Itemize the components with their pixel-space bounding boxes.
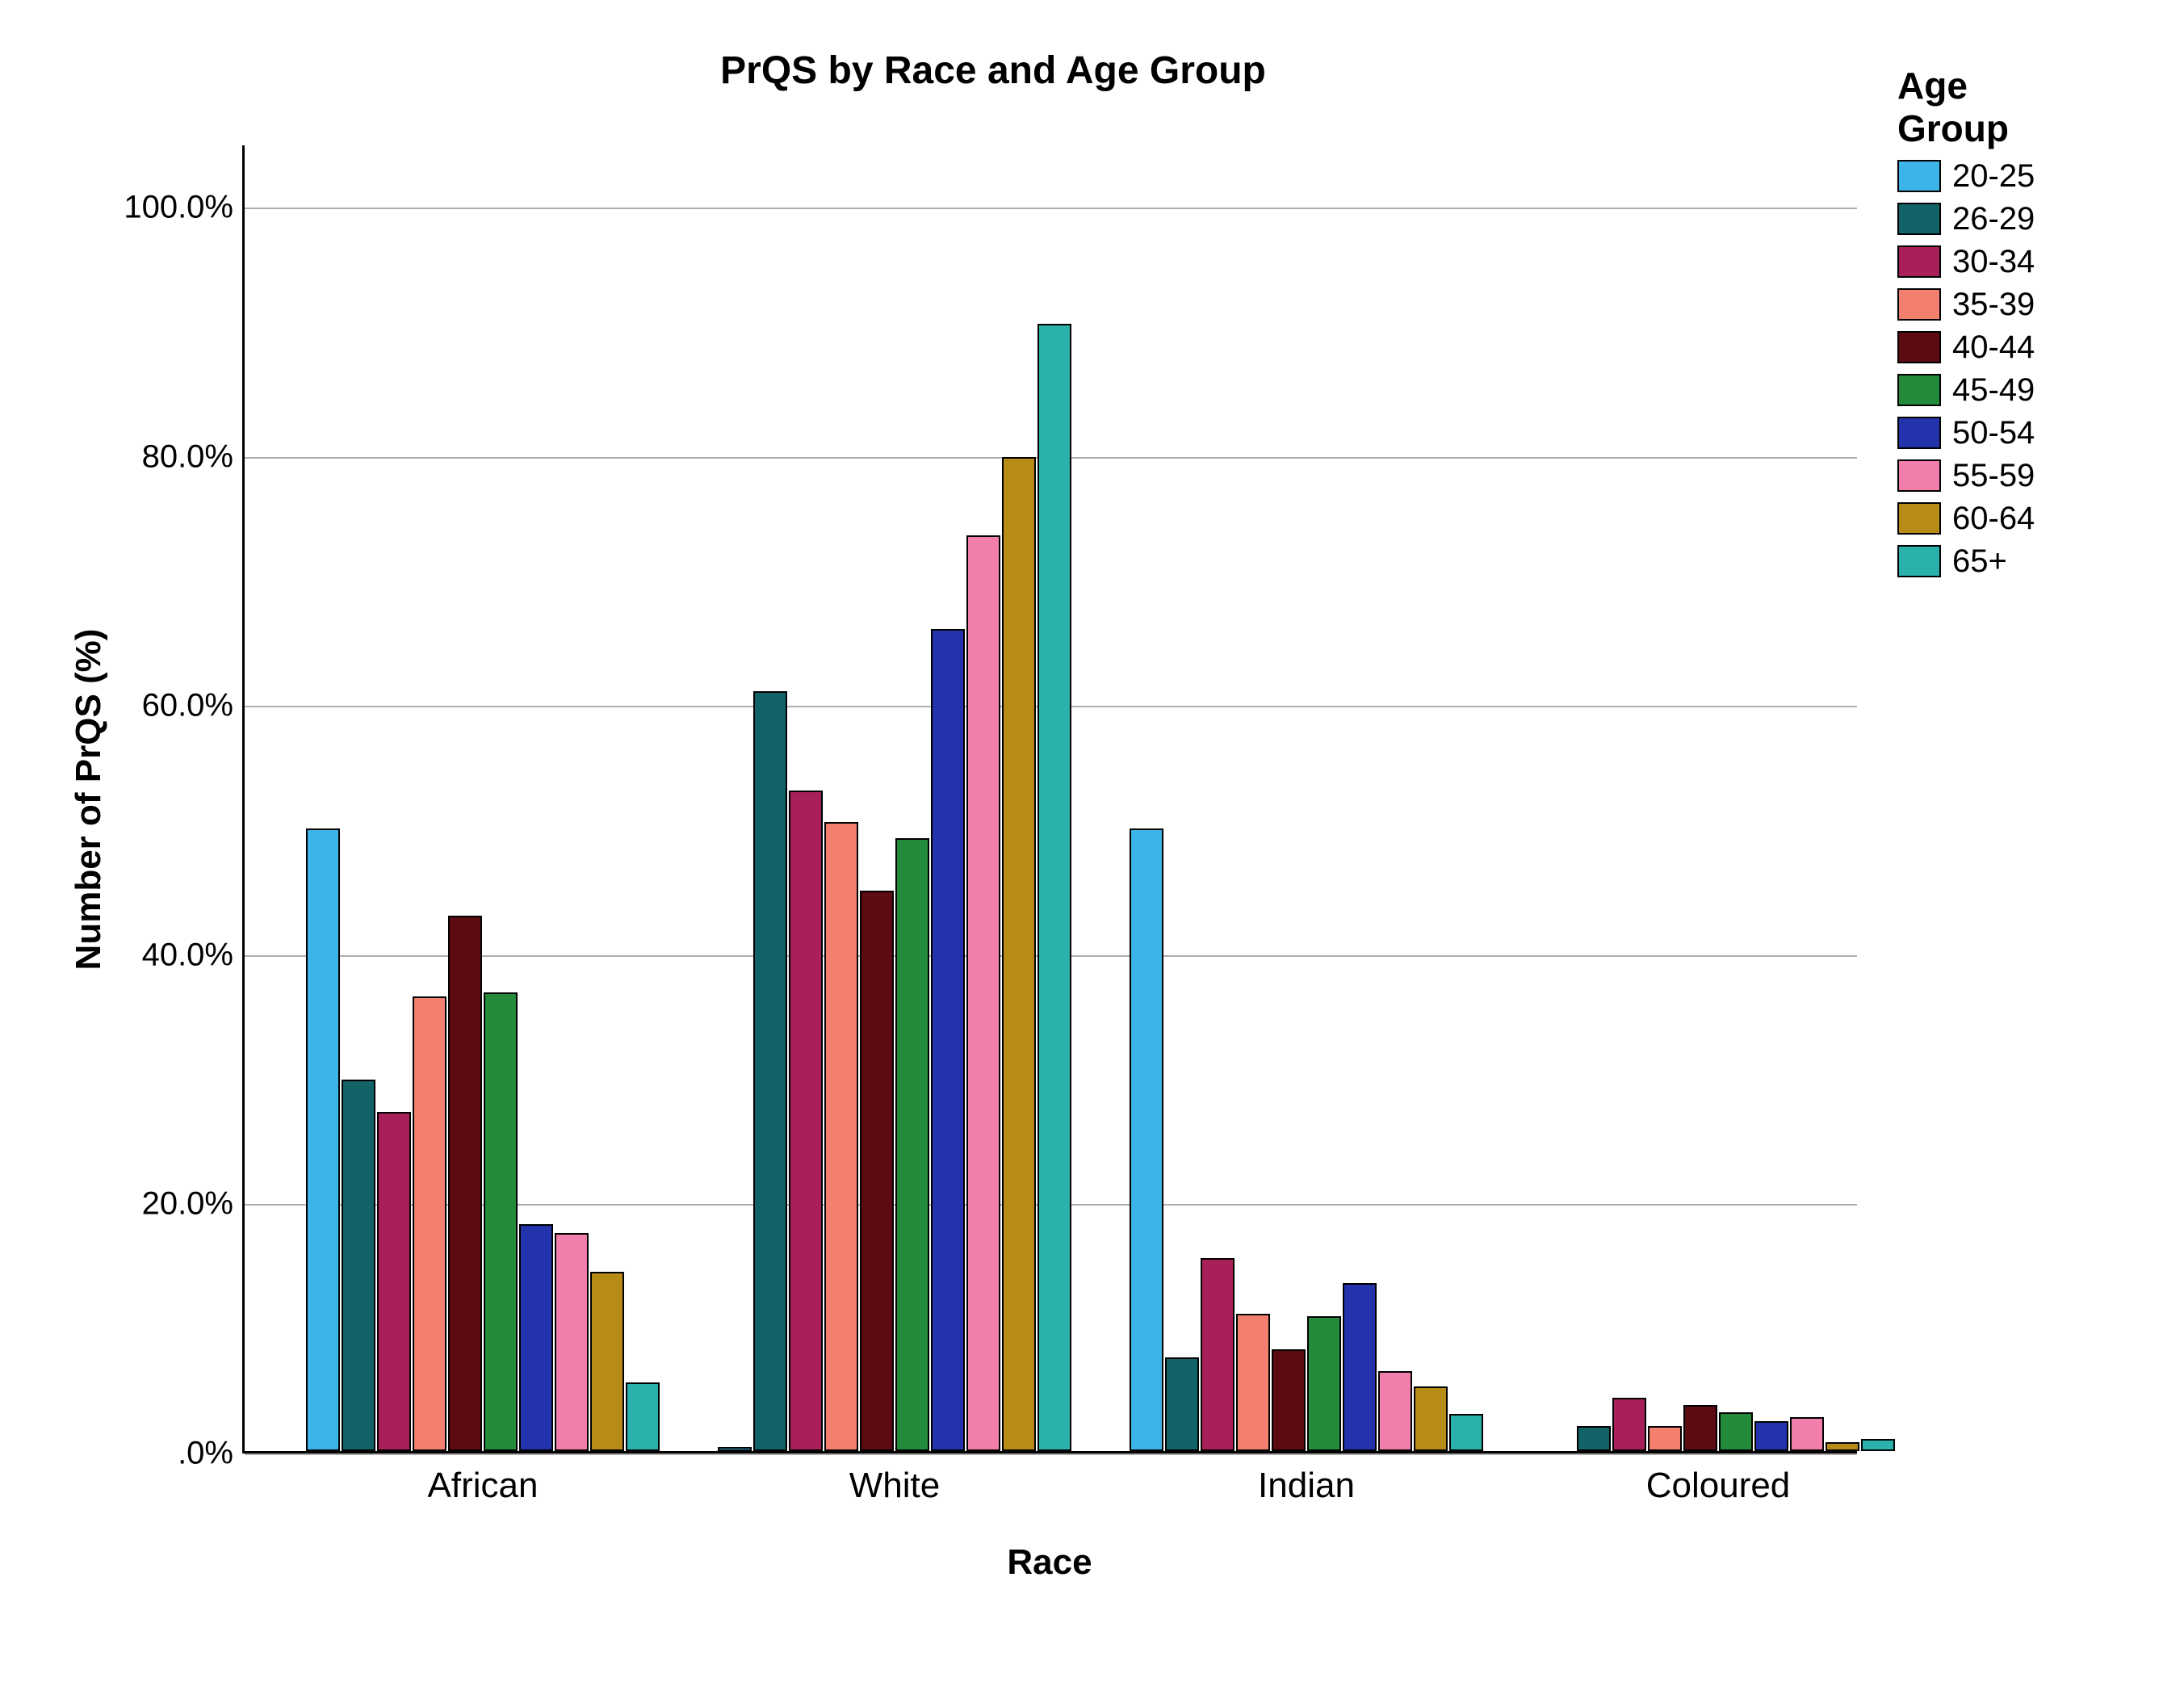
bar (931, 629, 965, 1451)
legend-label: 40-44 (1952, 329, 2035, 366)
bar (413, 996, 446, 1451)
gridline (245, 208, 1857, 209)
legend-title: Age Group (1897, 65, 2184, 150)
bar (1201, 1258, 1235, 1451)
legend-swatch (1897, 331, 1941, 363)
x-axis-title: Race (242, 1542, 1857, 1583)
bar (1414, 1386, 1448, 1451)
legend-item: 26-29 (1897, 201, 2184, 237)
legend-title-line2: Group (1897, 107, 2009, 149)
bar (1307, 1316, 1341, 1451)
bar (377, 1112, 411, 1451)
bar (1165, 1357, 1199, 1451)
bar (1612, 1398, 1646, 1451)
legend-swatch (1897, 160, 1941, 192)
bar (1719, 1412, 1753, 1451)
bar (1272, 1349, 1306, 1452)
y-tick-label: .0% (178, 1436, 245, 1472)
legend-label: 45-49 (1952, 372, 2035, 409)
legend-item: 65+ (1897, 543, 2184, 580)
bar (1449, 1414, 1483, 1451)
bar (753, 691, 787, 1451)
legend-item: 45-49 (1897, 372, 2184, 409)
bar (718, 1447, 752, 1451)
legend-label: 26-29 (1952, 201, 2035, 237)
bar (1002, 457, 1036, 1451)
legend-swatch (1897, 545, 1941, 577)
bar (448, 916, 482, 1451)
legend-title-line1: Age (1897, 65, 1968, 107)
chart-container: PrQS by Race and Age Group Number of PrQ… (32, 32, 2184, 1671)
legend-swatch (1897, 245, 1941, 278)
bar (519, 1224, 553, 1451)
legend-item: 60-64 (1897, 501, 2184, 537)
bar (1826, 1442, 1859, 1451)
y-tick-label: 80.0% (142, 438, 245, 475)
bar (966, 535, 1000, 1451)
bar (1648, 1426, 1682, 1451)
legend-item: 20-25 (1897, 158, 2184, 195)
y-axis-title: Number of PrQS (%) (69, 629, 109, 971)
legend-item: 35-39 (1897, 287, 2184, 323)
legend-swatch (1897, 288, 1941, 321)
bar (824, 822, 858, 1451)
legend: Age Group 20-25 26-29 30-34 35-39 40-44 45-49… (1897, 65, 2184, 586)
legend-label: 50-54 (1952, 415, 2035, 451)
bar (1754, 1421, 1788, 1451)
x-category-label: Coloured (1646, 1451, 1791, 1506)
legend-item: 50-54 (1897, 415, 2184, 451)
bar (484, 992, 518, 1451)
bar (1038, 324, 1071, 1451)
bar (306, 828, 340, 1451)
bar (895, 838, 929, 1451)
legend-swatch (1897, 374, 1941, 406)
bar (555, 1233, 589, 1451)
legend-label: 60-64 (1952, 501, 2035, 537)
legend-label: 30-34 (1952, 244, 2035, 280)
legend-label: 65+ (1952, 543, 2007, 580)
bar (1343, 1283, 1377, 1451)
chart-title: PrQS by Race and Age Group (32, 48, 1954, 93)
bar (590, 1272, 624, 1451)
bar (626, 1382, 660, 1451)
bar (1130, 828, 1163, 1451)
x-category-label: Indian (1258, 1451, 1355, 1506)
y-tick-label: 100.0% (124, 190, 245, 226)
legend-label: 20-25 (1952, 158, 2035, 195)
bar (789, 791, 823, 1451)
bar (1790, 1417, 1824, 1451)
bar (1236, 1314, 1270, 1451)
legend-swatch (1897, 203, 1941, 235)
legend-item: 40-44 (1897, 329, 2184, 366)
plot-area: .0%20.0%40.0%60.0%80.0%100.0%AfricanWhit… (242, 145, 1857, 1453)
x-category-label: African (428, 1451, 539, 1506)
y-tick-label: 60.0% (142, 688, 245, 724)
bar (342, 1080, 375, 1451)
bar (1683, 1405, 1717, 1451)
bar (1378, 1371, 1412, 1451)
legend-swatch (1897, 417, 1941, 449)
bar (860, 891, 894, 1451)
legend-swatch (1897, 459, 1941, 492)
legend-item: 55-59 (1897, 458, 2184, 494)
x-category-label: White (849, 1451, 940, 1506)
y-tick-label: 40.0% (142, 937, 245, 973)
legend-label: 35-39 (1952, 287, 2035, 323)
bar (1577, 1426, 1611, 1451)
legend-swatch (1897, 502, 1941, 535)
y-tick-label: 20.0% (142, 1186, 245, 1223)
bar (1861, 1439, 1895, 1451)
legend-item: 30-34 (1897, 244, 2184, 280)
legend-label: 55-59 (1952, 458, 2035, 494)
